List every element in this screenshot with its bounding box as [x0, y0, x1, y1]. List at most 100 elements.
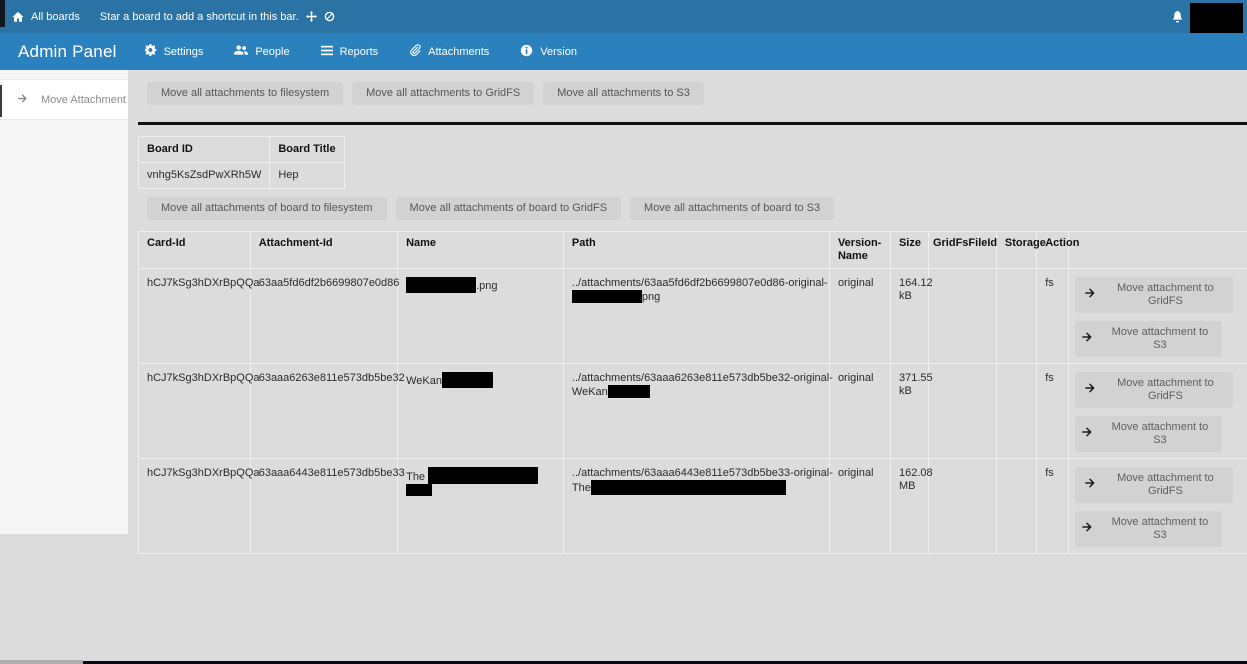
board-title-cell: Hep	[269, 162, 345, 189]
redacted-text	[441, 372, 493, 388]
redacted-text	[590, 480, 786, 495]
attachment-id-cell: 63aa5fd6df2b6699807e0d86	[249, 268, 399, 364]
move-all-to-gridfs-button[interactable]: Move all attachments to GridFS	[352, 82, 535, 105]
content: Move Attachment Move all attachments to …	[0, 70, 1247, 554]
version-name-header: Version-Name	[828, 231, 891, 269]
gridfsfileid-cell	[927, 458, 997, 554]
card-id-header: Card-Id	[138, 231, 251, 269]
move-attachment-to-s3-button[interactable]: Move attachment to S3	[1075, 321, 1223, 357]
window-edge-artifact	[83, 661, 1247, 664]
info-icon	[520, 44, 533, 60]
move-attachment-to-gridfs-button[interactable]: Move attachment to GridFS	[1075, 372, 1234, 408]
path-cell: ../attachments/63aaa6263e811e573db5be32-…	[562, 363, 833, 459]
gridfsfileid-header: GridFsFileId	[927, 231, 997, 269]
card-id-cell: hCJ7kSg3hDXrBpQQa	[138, 363, 260, 459]
adminbar: Admin Panel Settings People Reports	[0, 33, 1247, 70]
action-cell: fs	[1036, 363, 1070, 459]
menu-item-people[interactable]: People	[234, 44, 290, 60]
bell-icon[interactable]	[1171, 9, 1184, 23]
action-cell: fs	[1036, 268, 1070, 364]
storage-cell	[995, 458, 1038, 554]
card-id-cell: hCJ7kSg3hDXrBpQQa	[138, 458, 260, 554]
star-hint: Star a board to add a shortcut in this b…	[100, 11, 335, 23]
menu-item-attachments[interactable]: Attachments	[409, 44, 489, 60]
arrow-right-icon	[1081, 426, 1093, 442]
board-table-header-row: Board ID Board Title	[137, 136, 345, 163]
move-attachment-to-s3-button[interactable]: Move attachment to S3	[1075, 416, 1223, 452]
sidebar-item-label: Move Attachment	[41, 93, 126, 106]
paperclip-icon	[409, 44, 421, 59]
menu-item-label: People	[255, 45, 290, 58]
move-attachment-to-s3-button[interactable]: Move attachment to S3	[1075, 511, 1223, 547]
move-all-to-s3-button[interactable]: Move all attachments to S3	[543, 82, 704, 105]
gridfsfileid-cell	[927, 363, 997, 459]
attachment-id-header: Attachment-Id	[249, 231, 399, 269]
list-icon	[320, 45, 333, 59]
path-cell: ../attachments/63aa5fd6df2b6699807e0d86-…	[562, 268, 830, 364]
sidebar-item-move-attachment[interactable]: Move Attachment	[0, 79, 128, 120]
redacted-text	[428, 467, 539, 484]
global-buttons-row: Move all attachments to filesystem Move …	[147, 82, 1247, 105]
main-panel: Move all attachments to filesystem Move …	[128, 70, 1247, 554]
path-header: Path	[562, 231, 830, 269]
menu-item-version[interactable]: Version	[520, 44, 577, 60]
buttons-header	[1068, 231, 1247, 269]
menu-item-reports[interactable]: Reports	[320, 44, 379, 60]
move-all-to-filesystem-button[interactable]: Move all attachments to filesystem	[147, 82, 344, 105]
version-name-cell: original	[828, 363, 891, 459]
size-header: Size	[889, 231, 929, 269]
gridfsfileid-cell	[927, 268, 997, 364]
path-cell: ../attachments/63aaa6443e811e573db5be33-…	[562, 458, 833, 554]
action-header: Action	[1036, 231, 1079, 269]
storage-header: Storage	[995, 231, 1046, 269]
action-cell: fs	[1036, 458, 1070, 554]
name-cell: The	[397, 458, 564, 554]
menu-item-label: Reports	[339, 45, 379, 58]
size-cell: 162.08 MB	[889, 458, 933, 554]
menu-item-label: Attachments	[428, 45, 490, 58]
arrow-right-icon	[1084, 382, 1096, 398]
window-edge-artifact	[0, 660, 83, 664]
arrow-right-icon	[1081, 521, 1093, 537]
redacted-text	[607, 385, 650, 398]
move-board-to-s3-button[interactable]: Move all attachments of board to S3	[630, 197, 835, 220]
move-board-to-filesystem-button[interactable]: Move all attachments of board to filesys…	[147, 197, 387, 220]
version-name-cell: original	[828, 458, 891, 554]
board-title-header: Board Title	[269, 136, 345, 163]
menu-item-settings[interactable]: Settings	[143, 44, 203, 60]
move-attachment-to-gridfs-button[interactable]: Move attachment to GridFS	[1075, 467, 1234, 503]
move-icon	[305, 11, 317, 22]
name-cell: WeKan	[397, 363, 564, 459]
size-cell: 371.55 kB	[889, 363, 933, 459]
row-actions-cell: Move attachment to GridFS Move attachmen…	[1068, 268, 1247, 364]
row-actions-cell: Move attachment to GridFS Move attachmen…	[1068, 363, 1247, 459]
redacted-text	[406, 277, 477, 293]
move-attachment-to-gridfs-button[interactable]: Move attachment to GridFS	[1075, 277, 1234, 313]
topbar: All boards Star a board to add a shortcu…	[0, 0, 1247, 33]
redacted-text	[571, 290, 642, 303]
arrow-right-icon	[1084, 287, 1096, 303]
divider	[138, 122, 1247, 125]
attachments-table: Card-Id Attachment-Id Name Path Version-…	[138, 231, 1247, 554]
page-title: Admin Panel	[18, 41, 117, 61]
people-icon	[234, 44, 249, 59]
name-header: Name	[397, 231, 564, 269]
all-boards-label: All boards	[31, 10, 80, 23]
home-icon	[12, 11, 24, 23]
arrow-right-icon	[1084, 477, 1096, 493]
card-id-cell: hCJ7kSg3hDXrBpQQa	[138, 268, 260, 364]
attachments-table-header-row: Card-Id Attachment-Id Name Path Version-…	[138, 231, 1247, 269]
board-buttons-row: Move all attachments of board to filesys…	[147, 197, 1247, 220]
row-actions-cell: Move attachment to GridFS Move attachmen…	[1068, 458, 1247, 554]
board-id-cell: vnhg5KsZsdPwXRh5W	[137, 162, 271, 189]
redacted-text	[406, 484, 433, 496]
storage-cell	[995, 363, 1038, 459]
arrow-right-icon	[17, 93, 28, 107]
all-boards-link[interactable]: All boards	[12, 11, 80, 23]
ban-icon	[324, 11, 335, 22]
user-menu-redacted[interactable]	[1190, 3, 1243, 33]
board-id-header: Board ID	[137, 136, 271, 163]
size-cell: 164.12 kB	[889, 268, 933, 364]
move-board-to-gridfs-button[interactable]: Move all attachments of board to GridFS	[395, 197, 622, 220]
